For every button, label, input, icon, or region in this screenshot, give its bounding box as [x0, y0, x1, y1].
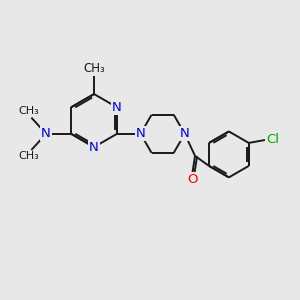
Text: CH₃: CH₃ [18, 106, 39, 116]
Text: CH₃: CH₃ [18, 152, 39, 161]
Text: Cl: Cl [266, 134, 280, 146]
Text: N: N [180, 127, 190, 140]
Text: CH₃: CH₃ [83, 62, 105, 75]
Text: N: N [136, 127, 146, 140]
Text: N: N [112, 101, 122, 114]
Text: N: N [89, 141, 99, 154]
Text: N: N [41, 127, 51, 140]
Text: O: O [187, 173, 197, 186]
